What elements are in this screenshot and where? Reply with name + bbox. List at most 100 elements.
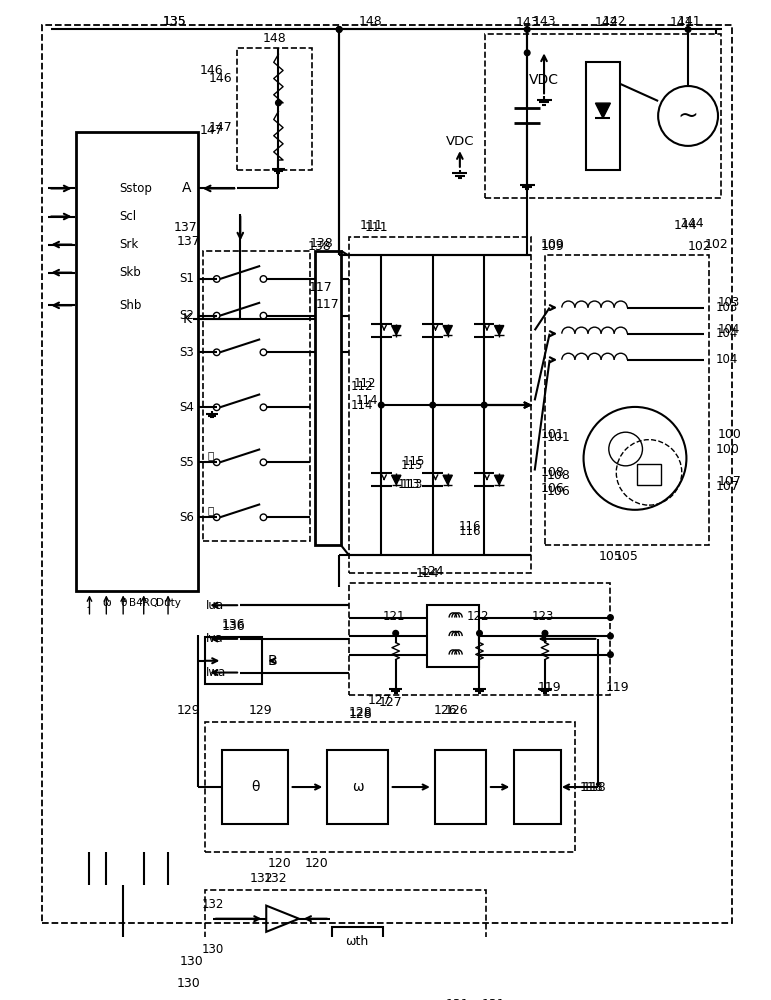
Circle shape bbox=[608, 615, 613, 620]
Text: 106: 106 bbox=[540, 482, 564, 495]
Text: 100: 100 bbox=[718, 428, 742, 441]
Polygon shape bbox=[595, 103, 611, 118]
Text: 148: 148 bbox=[263, 32, 287, 45]
Text: 143: 143 bbox=[515, 16, 539, 29]
Text: 120: 120 bbox=[268, 857, 291, 870]
Text: 113: 113 bbox=[398, 478, 420, 491]
Circle shape bbox=[542, 630, 547, 636]
Text: 102: 102 bbox=[704, 238, 728, 251]
Text: ω: ω bbox=[352, 780, 363, 794]
Text: S3: S3 bbox=[180, 346, 194, 359]
Circle shape bbox=[275, 100, 281, 106]
Text: Scl: Scl bbox=[119, 210, 136, 223]
Text: B: B bbox=[268, 654, 277, 668]
Text: 100: 100 bbox=[716, 443, 740, 456]
Bar bbox=[205, 722, 575, 852]
Text: 136: 136 bbox=[222, 620, 245, 633]
Text: 115: 115 bbox=[401, 459, 423, 472]
Bar bbox=[205, 637, 261, 684]
Text: 120: 120 bbox=[305, 857, 328, 870]
Polygon shape bbox=[392, 475, 401, 485]
Text: J: J bbox=[88, 598, 91, 608]
Bar bbox=[327, 750, 388, 824]
Circle shape bbox=[393, 630, 399, 636]
Text: 146: 146 bbox=[199, 64, 223, 77]
Text: 137: 137 bbox=[177, 235, 200, 248]
Circle shape bbox=[481, 402, 487, 408]
Polygon shape bbox=[494, 475, 503, 485]
Text: 116: 116 bbox=[459, 525, 481, 538]
Text: S4: S4 bbox=[180, 401, 194, 414]
Text: Srk: Srk bbox=[119, 238, 138, 251]
Text: K: K bbox=[182, 312, 191, 326]
Text: Shb: Shb bbox=[119, 299, 141, 312]
Text: S5: S5 bbox=[180, 456, 194, 469]
Bar bbox=[76, 132, 198, 591]
Text: 128: 128 bbox=[348, 708, 372, 721]
Circle shape bbox=[685, 27, 691, 32]
Text: 124: 124 bbox=[416, 567, 439, 580]
Text: 129: 129 bbox=[177, 704, 200, 717]
Text: 130: 130 bbox=[180, 955, 204, 968]
Text: S2: S2 bbox=[180, 309, 194, 322]
Text: 107: 107 bbox=[716, 480, 740, 493]
Text: 138: 138 bbox=[308, 240, 332, 253]
Text: 114: 114 bbox=[356, 394, 379, 407]
Text: 117: 117 bbox=[316, 298, 340, 311]
Text: 111: 111 bbox=[365, 221, 389, 234]
Bar bbox=[427, 605, 479, 667]
Text: 102: 102 bbox=[688, 240, 711, 253]
Text: Duty: Duty bbox=[156, 598, 180, 608]
Text: 126: 126 bbox=[434, 704, 457, 717]
Text: 146: 146 bbox=[209, 72, 232, 85]
Text: 106: 106 bbox=[547, 485, 571, 498]
Text: 108: 108 bbox=[547, 469, 571, 482]
Circle shape bbox=[476, 630, 483, 636]
Text: Iva: Iva bbox=[205, 632, 223, 645]
Text: Skb: Skb bbox=[119, 266, 140, 279]
Text: 138: 138 bbox=[310, 237, 333, 250]
Text: 115: 115 bbox=[402, 455, 426, 468]
Text: 109: 109 bbox=[540, 238, 564, 251]
Bar bbox=[514, 750, 561, 824]
Bar bbox=[237, 48, 312, 170]
Text: 112: 112 bbox=[350, 380, 373, 393]
Text: 123: 123 bbox=[532, 610, 554, 623]
Bar bbox=[332, 927, 383, 955]
Text: 高: 高 bbox=[207, 450, 214, 460]
Text: 135: 135 bbox=[163, 15, 187, 28]
Polygon shape bbox=[494, 326, 503, 335]
Text: 136: 136 bbox=[222, 618, 245, 631]
Text: 141: 141 bbox=[670, 16, 693, 29]
Text: 105: 105 bbox=[614, 550, 638, 563]
Text: 117: 117 bbox=[308, 281, 332, 294]
Text: 104: 104 bbox=[716, 327, 739, 340]
Text: Sstop: Sstop bbox=[119, 182, 152, 195]
Text: 126: 126 bbox=[445, 704, 469, 717]
Text: 132: 132 bbox=[202, 898, 224, 911]
Text: 127: 127 bbox=[379, 696, 402, 709]
Text: 143: 143 bbox=[532, 15, 556, 28]
Text: 127: 127 bbox=[367, 694, 391, 707]
Polygon shape bbox=[392, 326, 401, 335]
Text: 118: 118 bbox=[580, 781, 604, 794]
Text: 147: 147 bbox=[199, 124, 223, 137]
Text: 121: 121 bbox=[382, 610, 405, 623]
Text: 114: 114 bbox=[350, 399, 373, 412]
Bar bbox=[586, 62, 620, 170]
Circle shape bbox=[336, 27, 342, 32]
Bar bbox=[222, 750, 288, 824]
Text: 132: 132 bbox=[250, 872, 274, 885]
Text: 130: 130 bbox=[177, 977, 200, 990]
Text: 101: 101 bbox=[540, 428, 564, 441]
Text: θ: θ bbox=[120, 598, 126, 608]
Text: B4RQ: B4RQ bbox=[130, 598, 158, 608]
Bar bbox=[637, 464, 662, 485]
Text: 144: 144 bbox=[681, 217, 705, 230]
Text: 101: 101 bbox=[547, 431, 571, 444]
Bar bbox=[203, 251, 310, 541]
Text: 148: 148 bbox=[359, 15, 383, 28]
Text: S6: S6 bbox=[180, 511, 194, 524]
Text: VDC: VDC bbox=[446, 135, 474, 148]
Text: Iua: Iua bbox=[205, 599, 224, 612]
